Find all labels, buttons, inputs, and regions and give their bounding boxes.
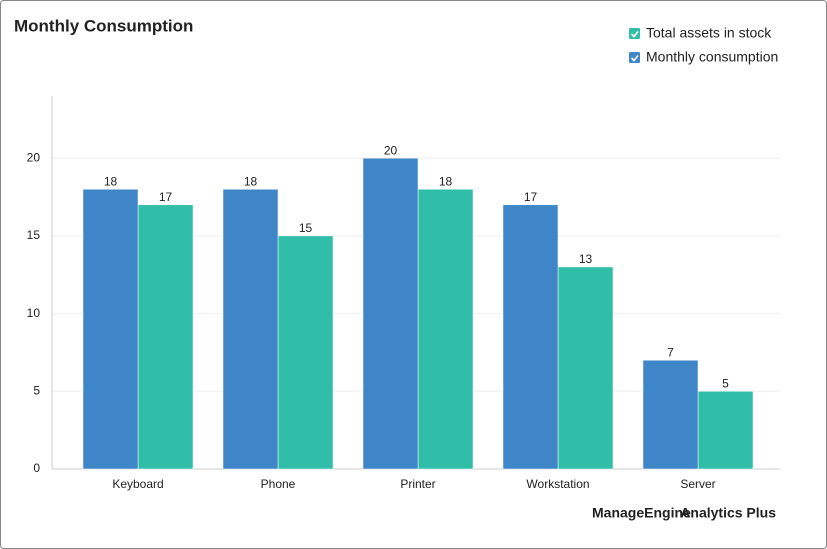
x-tick-label: Printer (400, 477, 435, 491)
value-label: 7 (667, 345, 674, 359)
bar (277, 235, 334, 470)
legend-label: Total assets in stock (646, 25, 772, 41)
legend-swatch (629, 28, 640, 39)
legend-check (630, 55, 639, 62)
value-label: 5 (722, 376, 729, 390)
value-label: 18 (104, 174, 118, 188)
x-tick-label: Phone (261, 477, 296, 491)
y-tick-label: 10 (27, 306, 41, 320)
chart-title: Monthly Consumption (14, 16, 193, 35)
value-label: 17 (159, 190, 173, 204)
bar (502, 204, 559, 470)
bar (642, 359, 699, 470)
product: Analytics Plus (680, 505, 776, 521)
value-label: 17 (524, 190, 538, 204)
value-label: 15 (299, 221, 313, 235)
x-tick-label: Server (680, 477, 715, 491)
legend-label: Monthly consumption (646, 49, 778, 65)
y-tick-label: 0 (33, 461, 40, 475)
value-label: 18 (439, 174, 453, 188)
bar (417, 189, 474, 470)
bar (82, 189, 139, 470)
x-tick-label: Workstation (526, 477, 589, 491)
y-tick-label: 15 (27, 228, 41, 242)
y-tick-label: 5 (33, 383, 40, 397)
legend-swatch (629, 52, 640, 63)
y-tick-label: 20 (27, 150, 41, 164)
bar (137, 204, 194, 470)
value-label: 18 (244, 174, 258, 188)
value-label: 20 (384, 143, 398, 157)
bar (222, 189, 279, 470)
x-tick-label: Keyboard (112, 477, 163, 491)
bar (557, 266, 614, 470)
bar (362, 157, 419, 470)
bar (697, 391, 754, 470)
brand: ManageEngine (592, 505, 691, 521)
value-label: 13 (579, 252, 593, 266)
legend-check (630, 31, 639, 38)
